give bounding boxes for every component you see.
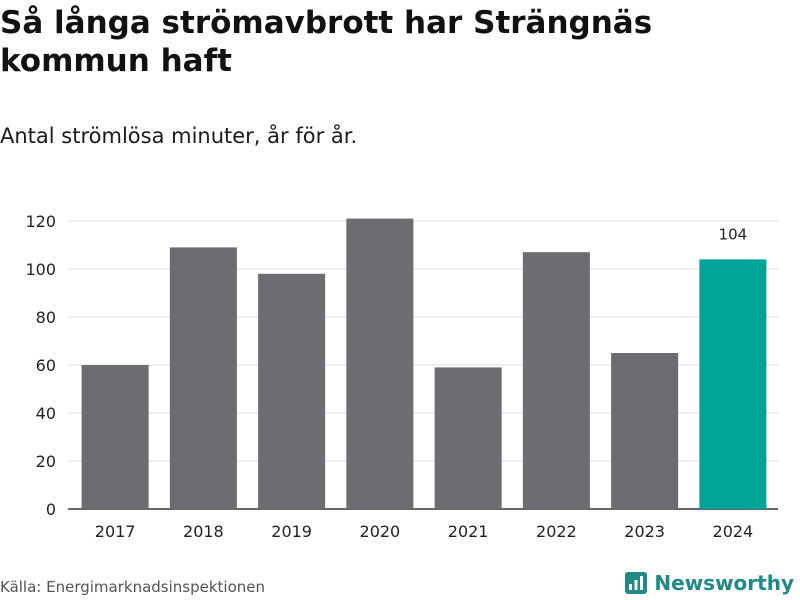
bar-chart: 0 20 40 60 80 100 120 2017 2018 2019 2020 2021 2022 2… xyxy=(25,212,778,541)
y-tick-label: 100 xyxy=(25,260,56,279)
x-tick-label: 2022 xyxy=(536,522,577,541)
bar xyxy=(522,252,590,509)
data-label: 104 xyxy=(719,225,748,243)
x-tick-label: 2023 xyxy=(624,522,665,541)
x-tick-label: 2020 xyxy=(360,522,401,541)
x-tick-label: 2017 xyxy=(95,522,136,541)
x-tick-label: 2024 xyxy=(713,522,754,541)
source-note: Källa: Energimarknadsinspektionen xyxy=(0,578,266,596)
y-tick-label: 60 xyxy=(36,356,56,375)
bar-highlight xyxy=(699,259,767,509)
y-tick-label: 0 xyxy=(46,500,56,519)
y-tick-label: 120 xyxy=(25,212,56,231)
x-tick-label: 2019 xyxy=(271,522,312,541)
newsworthy-logo-icon xyxy=(625,572,648,594)
bar xyxy=(258,273,326,509)
brand: Newsworthy xyxy=(625,571,794,595)
bar xyxy=(81,365,149,509)
bar xyxy=(611,353,679,509)
brand-name: Newsworthy xyxy=(654,571,794,595)
y-tick-label: 20 xyxy=(36,452,56,471)
x-tick-label: 2021 xyxy=(448,522,489,541)
bar xyxy=(434,367,502,509)
y-tick-label: 40 xyxy=(36,404,56,423)
bar xyxy=(346,218,414,509)
chart-title: Så långa strömavbrott har Strängnäs komm… xyxy=(0,5,653,79)
chart-subtitle: Antal strömlösa minuter, år för år. xyxy=(0,124,358,148)
x-tick-label: 2018 xyxy=(183,522,224,541)
y-tick-label: 80 xyxy=(36,308,56,327)
bar xyxy=(169,247,237,509)
